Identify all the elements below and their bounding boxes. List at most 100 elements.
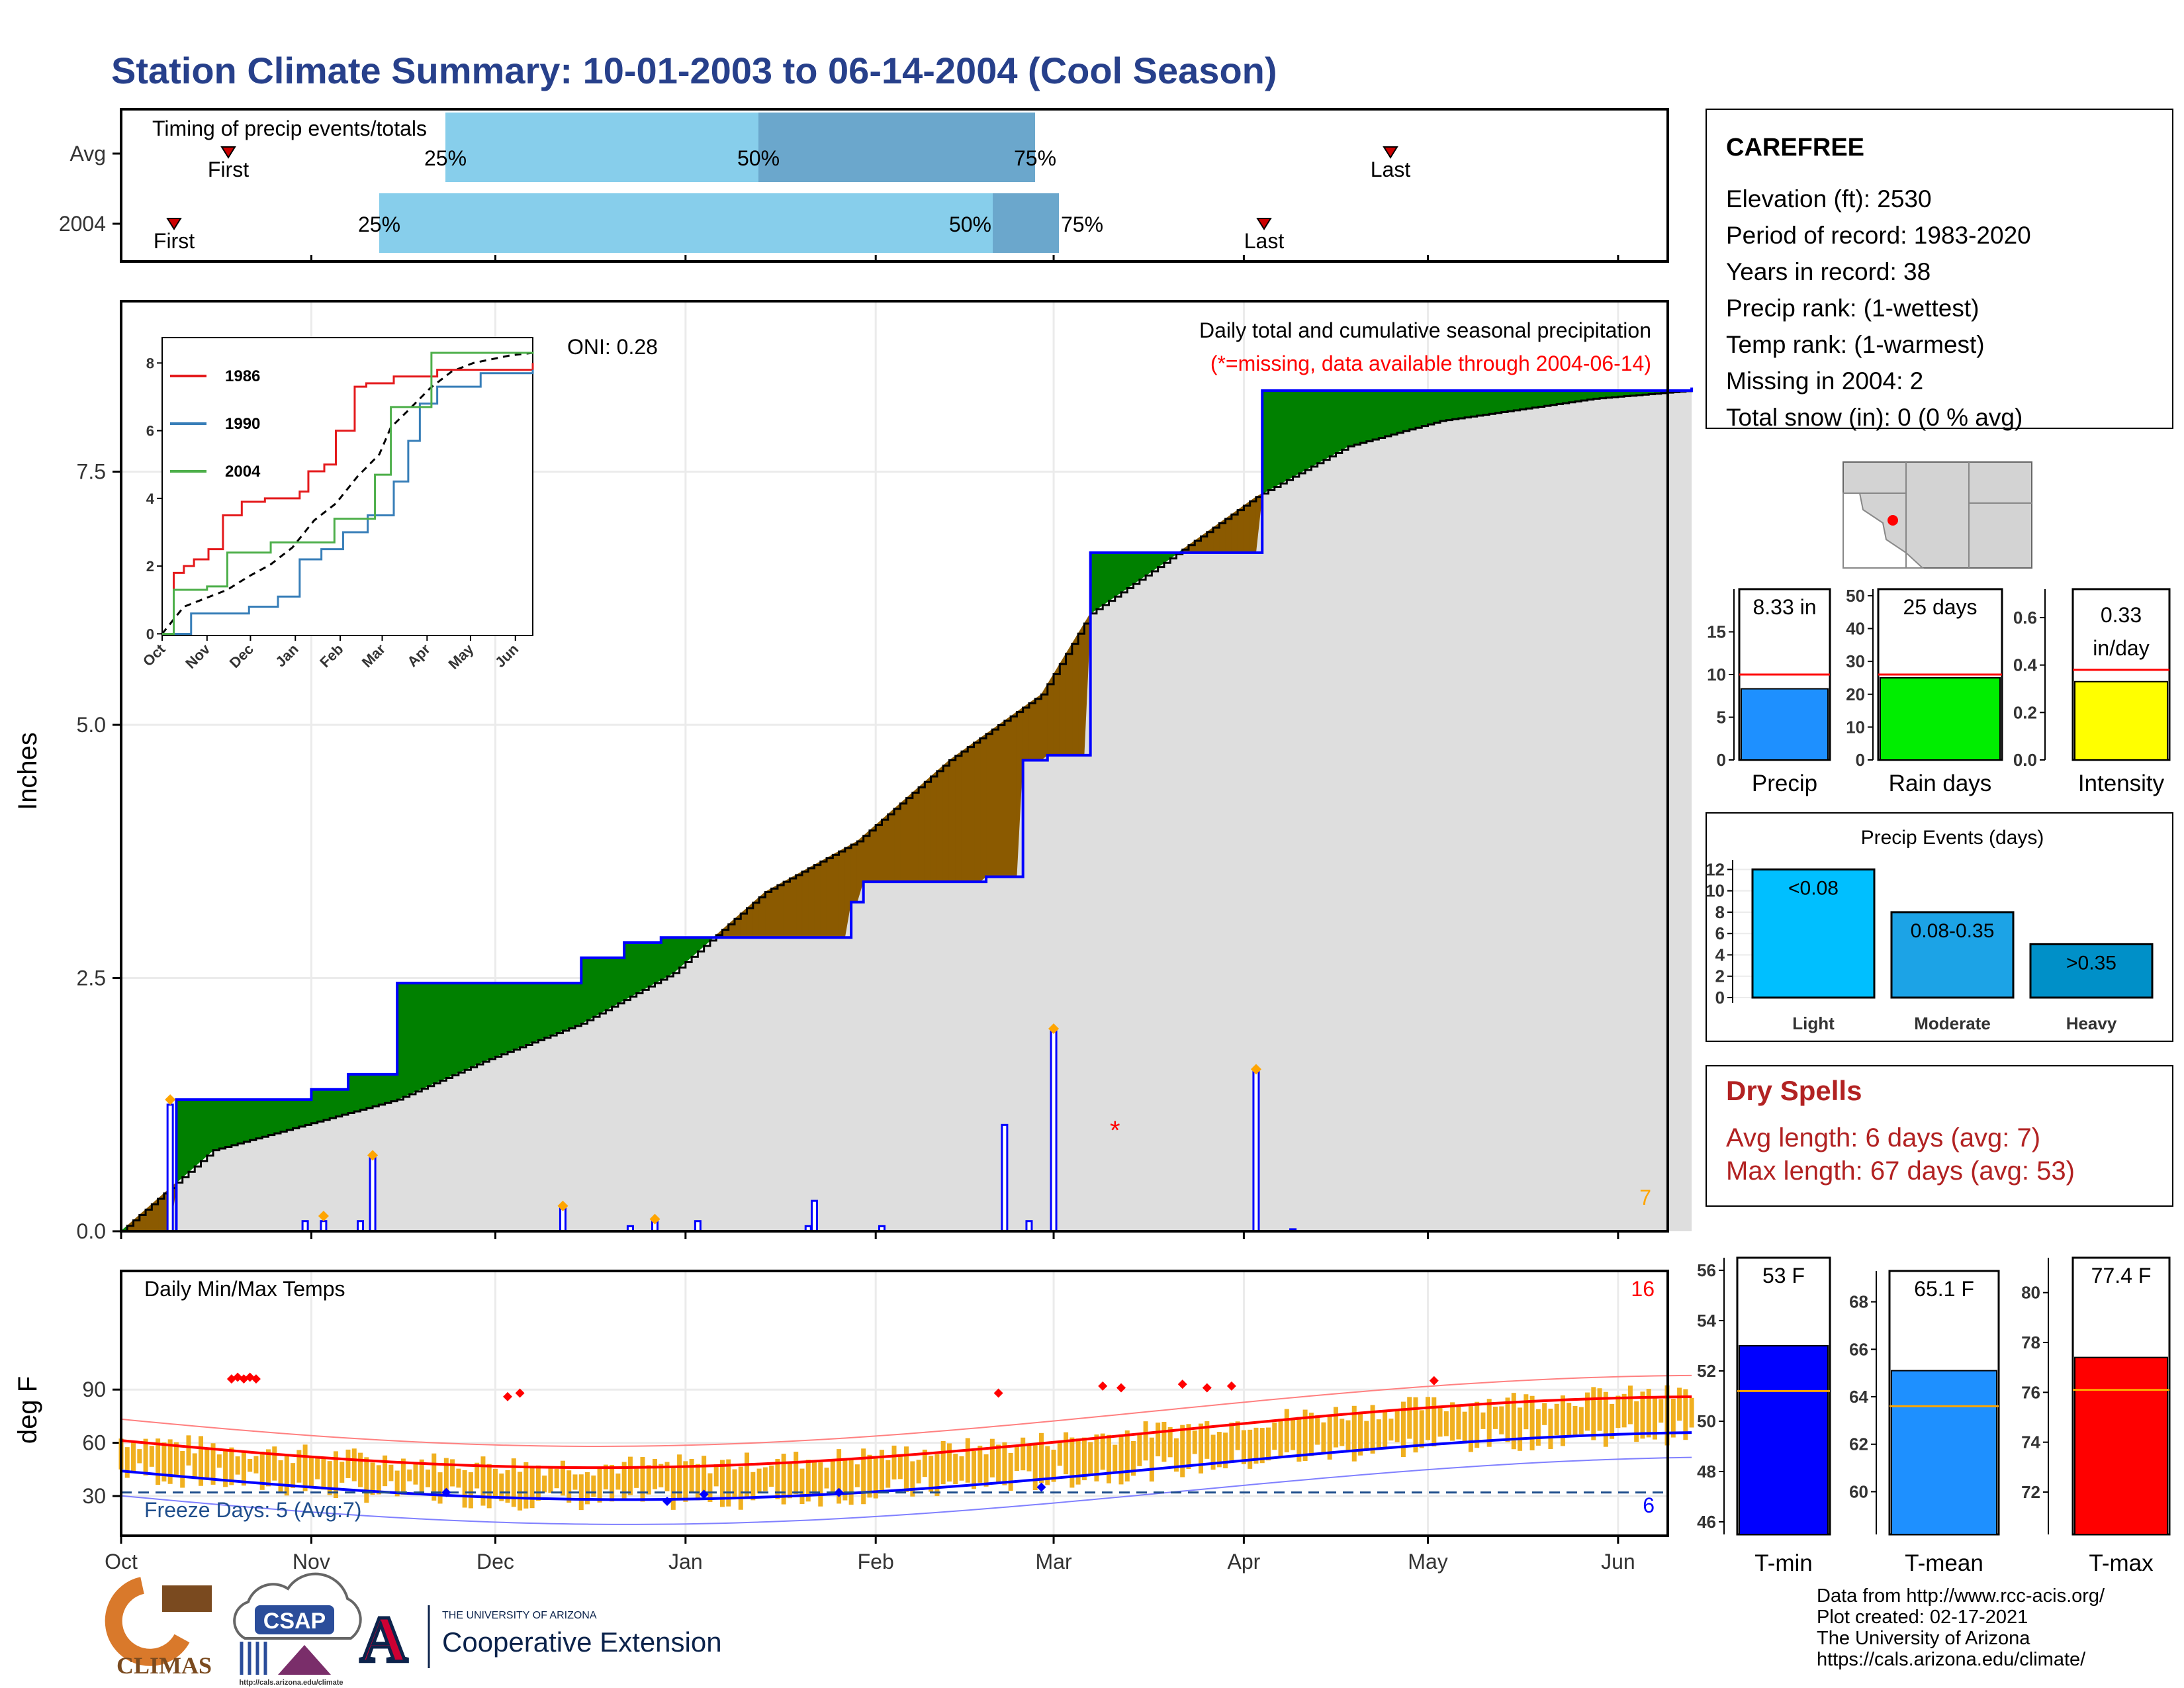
precip-anomaly-fill	[1323, 390, 1330, 461]
daily-temp-bar	[794, 1452, 799, 1495]
event-diamond-icon	[165, 1094, 176, 1105]
daily-temp-bar	[216, 1454, 222, 1468]
precip-anomaly-fill	[353, 1074, 361, 1112]
daily-temp-bar	[284, 1454, 289, 1496]
station-info-line: Temp rank: (1-warmest)	[1726, 331, 1985, 358]
precip-anomaly-fill	[1360, 390, 1367, 444]
daily-temp-bar	[518, 1472, 523, 1511]
daily-temp-bar	[922, 1449, 927, 1477]
daily-temp-bar	[131, 1440, 136, 1472]
daily-temp-bar	[1413, 1397, 1418, 1453]
daily-temp-bar	[953, 1454, 958, 1485]
event-diamond-icon	[649, 1213, 660, 1225]
month-label: Oct	[105, 1550, 138, 1573]
precip-anomaly-fill	[924, 775, 932, 882]
daily-temp-bar	[1437, 1407, 1443, 1437]
daily-temp-bar	[180, 1451, 185, 1488]
hot-day-marker-icon	[1202, 1383, 1212, 1393]
daily-temp-bar	[1640, 1391, 1645, 1439]
daily-temp-bar	[167, 1439, 173, 1484]
daily-temp-bar	[296, 1450, 302, 1483]
minibar-value-text: 0.33	[2101, 603, 2142, 627]
daily-temp-bar	[1216, 1432, 1222, 1468]
precip-anomaly-fill	[237, 1099, 244, 1145]
precip-anomaly-fill	[814, 861, 821, 938]
daily-temp-bar	[1094, 1434, 1099, 1481]
events-bar	[1751, 868, 1876, 999]
daily-temp-bar	[946, 1443, 952, 1482]
temp-ytick-label: 90	[82, 1378, 106, 1401]
minibar-ytick-label: 5	[1717, 708, 1726, 727]
tempbar-label: T-mean	[1905, 1550, 1983, 1576]
daily-precip-bar	[811, 1199, 819, 1233]
daily-temp-bar	[351, 1448, 357, 1481]
precip-anomaly-fill	[1544, 390, 1551, 406]
daily-temp-bar	[229, 1447, 234, 1485]
precip-anomaly-fill	[1115, 552, 1122, 598]
daily-temp-bar	[1407, 1397, 1412, 1439]
minibar-ytick-label: 0.4	[2013, 655, 2038, 675]
minibar-label: Rain days	[1889, 771, 1992, 796]
precip-anomaly-fill	[206, 1099, 214, 1156]
daily-temp-bar	[1241, 1430, 1246, 1464]
daily-temp-bar	[1560, 1395, 1565, 1446]
tempbar-ytick-label: 80	[2021, 1283, 2040, 1303]
precip-anomaly-fill	[378, 1074, 386, 1105]
climas-block-icon	[162, 1585, 212, 1612]
daily-temp-bar	[1529, 1395, 1535, 1450]
precip-anomaly-fill	[1267, 390, 1275, 491]
record-min-line	[120, 1456, 1692, 1525]
daily-temp-bar	[1670, 1399, 1676, 1438]
timing-percent-label: 75%	[1061, 212, 1103, 236]
precip-anomaly-fill	[1464, 390, 1471, 418]
station-info-line: Missing in 2004: 2	[1726, 367, 1923, 395]
daily-temp-bar	[799, 1468, 805, 1504]
inset-ytick-label: 6	[146, 423, 154, 440]
climas-swirl-icon	[105, 1577, 190, 1666]
daily-temp-bar	[867, 1454, 872, 1498]
precip-anomaly-fill	[1329, 390, 1336, 457]
csap-url: http://cals.arizona.edu/climate	[239, 1679, 343, 1687]
daily-temp-bar	[1223, 1432, 1228, 1469]
precip-ylabel: Inches	[13, 732, 42, 810]
tempbar-ytick-label: 78	[2021, 1333, 2040, 1352]
minibar-ytick-label: 0.6	[2013, 608, 2037, 628]
precip-base-area	[121, 391, 1692, 1231]
precip-anomaly-fill	[194, 1099, 202, 1168]
daily-temp-bar	[1345, 1420, 1351, 1452]
tempbar-label: T-max	[2089, 1550, 2154, 1576]
station-info-line: Total snow (in): 0 (0 % avg)	[1726, 404, 2023, 431]
daily-temp-bar	[1186, 1424, 1191, 1470]
daily-temp-bar	[610, 1464, 615, 1502]
daily-temp-bar	[1585, 1392, 1590, 1431]
station-location-marker	[1888, 515, 1898, 526]
daily-temp-bar	[726, 1459, 731, 1507]
daily-temp-bar	[205, 1448, 210, 1477]
daily-temp-bar	[1572, 1405, 1578, 1436]
daily-temp-bar	[745, 1452, 750, 1497]
daily-temp-bar	[1468, 1405, 1473, 1452]
inset-avg-line	[161, 352, 533, 635]
daily-temp-bar	[1272, 1422, 1277, 1450]
precip-anomaly-fill	[1415, 390, 1422, 428]
daily-temp-bar	[1039, 1432, 1044, 1483]
daily-temp-bar	[1358, 1413, 1363, 1456]
daily-temp-bar	[769, 1465, 774, 1487]
events-bar-label: <0.08	[1788, 877, 1839, 899]
daily-temp-bar	[1180, 1425, 1185, 1477]
tempbar-ytick-label: 52	[1697, 1361, 1716, 1381]
event-diamond-icon	[557, 1200, 569, 1211]
precip-anomaly-fill	[1488, 390, 1496, 414]
daily-temp-bar	[640, 1457, 645, 1502]
daily-temp-bar	[1199, 1423, 1204, 1474]
precip-anomaly-fill	[587, 957, 594, 1021]
precip-anomaly-fill	[839, 847, 846, 938]
timing-row-label: 2004	[59, 212, 106, 236]
daily-temp-bar	[333, 1451, 338, 1499]
daily-temp-bar	[370, 1462, 375, 1495]
daily-temp-bar	[1432, 1397, 1437, 1447]
daily-temp-bar	[659, 1464, 664, 1487]
avg-cumulative-line	[121, 390, 1693, 1233]
events-bar-label: 0.08-0.35	[1911, 920, 1995, 942]
daily-temp-bar	[376, 1465, 381, 1495]
